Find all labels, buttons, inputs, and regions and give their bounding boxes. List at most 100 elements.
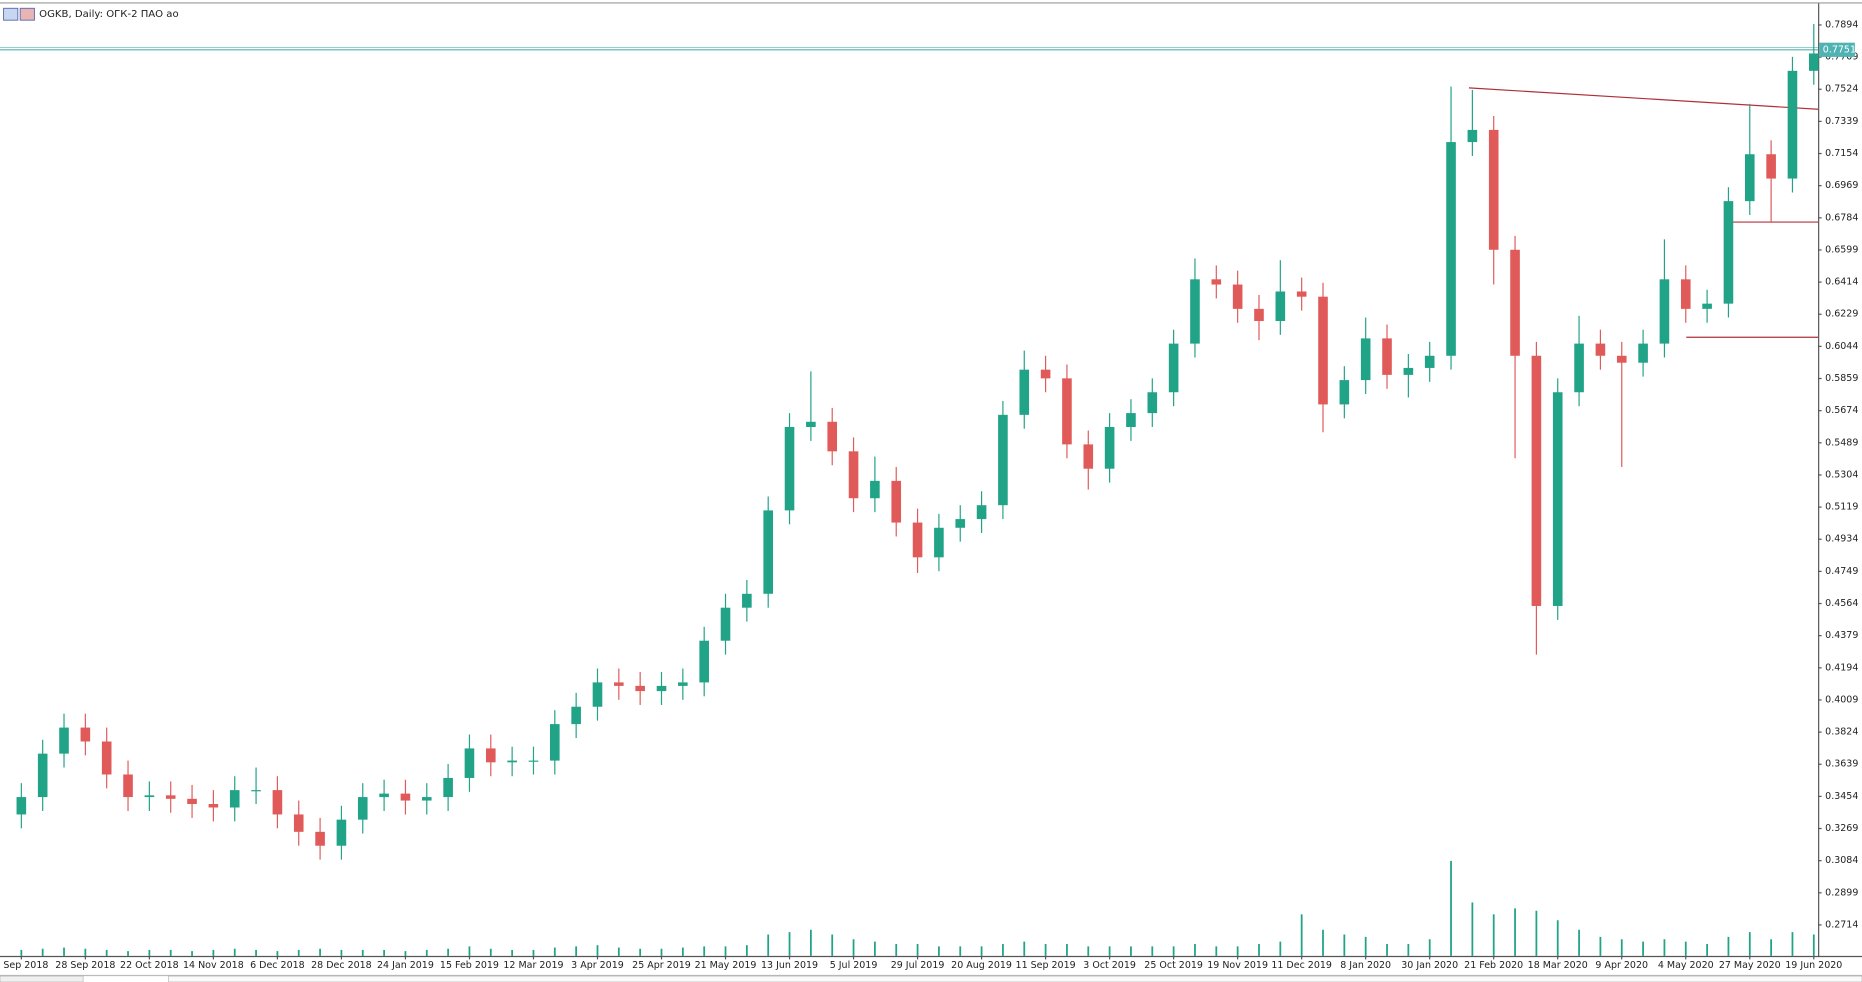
y-tick-label: 0.3824 xyxy=(1825,727,1858,738)
y-tick-label: 0.7339 xyxy=(1825,116,1858,127)
x-tick-label: 19 Jun 2020 xyxy=(1785,960,1842,971)
candle-body xyxy=(955,519,966,528)
candle-body xyxy=(16,797,27,815)
candle-body xyxy=(1296,291,1307,297)
x-tick-label: 3 Oct 2019 xyxy=(1083,960,1136,971)
candle-body xyxy=(144,795,155,798)
candle-body xyxy=(891,480,902,523)
candle-body xyxy=(1382,338,1392,375)
x-tick-label: 28 Dec 2018 xyxy=(311,960,372,971)
y-tick-label: 0.5304 xyxy=(1825,469,1858,480)
candle-body xyxy=(1147,392,1158,414)
candle-body xyxy=(1126,413,1136,428)
y-tick-label: 0.4564 xyxy=(1825,598,1858,609)
candle-body xyxy=(1787,70,1798,179)
last-price-box xyxy=(1819,42,1855,57)
x-tick-label: 30 Jan 2020 xyxy=(1401,960,1458,971)
candle-body xyxy=(806,421,816,428)
candle-body xyxy=(272,790,283,815)
candle-body xyxy=(678,682,688,686)
candle-body xyxy=(1446,142,1456,356)
y-tick-label: 0.6784 xyxy=(1825,212,1858,223)
x-tick-label: 6 Dec 2018 xyxy=(250,960,305,971)
candle-body xyxy=(1275,291,1286,322)
candle-body xyxy=(848,451,859,499)
y-tick-label: 0.2899 xyxy=(1825,887,1858,898)
icon[interactable] xyxy=(19,7,35,21)
candle-body xyxy=(251,790,261,792)
x-tick-label: 6 Sep 2018 xyxy=(0,960,48,971)
x-tick-label: 21 May 2019 xyxy=(695,960,757,971)
candle-body xyxy=(357,797,368,820)
candle-body xyxy=(1104,427,1115,469)
candle-body xyxy=(550,724,560,761)
chart-title: OGKB, Daily: ОГК-2 ПАО ао xyxy=(39,9,178,20)
candle-body xyxy=(1062,378,1072,445)
candle-body xyxy=(187,798,197,805)
x-tick-label: 11 Dec 2019 xyxy=(1271,960,1332,971)
icon[interactable] xyxy=(3,7,19,21)
candle-body xyxy=(1424,355,1435,368)
y-tick-label: 0.6969 xyxy=(1825,180,1858,191)
y-tick-label: 0.4379 xyxy=(1825,630,1858,641)
x-tick-label: 24 Jan 2019 xyxy=(377,960,434,971)
x-tick-label: 3 Apr 2019 xyxy=(571,960,624,971)
candle-body xyxy=(1702,303,1712,309)
candle-body xyxy=(229,790,240,808)
candle-body xyxy=(1808,53,1819,71)
x-tick-label: 29 Jul 2019 xyxy=(891,960,945,971)
candle-body xyxy=(59,727,69,754)
candle-body xyxy=(912,522,923,558)
candle-body xyxy=(1659,279,1670,344)
candle-body xyxy=(1766,154,1776,179)
x-tick-label: 9 Apr 2020 xyxy=(1595,960,1648,971)
x-tick-label: 21 Feb 2020 xyxy=(1464,960,1523,971)
candle-body xyxy=(315,831,325,846)
candle-body xyxy=(1360,338,1371,381)
scrollbar[interactable] xyxy=(168,975,1862,982)
candle-body xyxy=(1616,355,1627,363)
candle-body xyxy=(614,682,624,686)
y-tick-label: 0.7524 xyxy=(1825,84,1858,95)
y-tick-label: 0.4749 xyxy=(1825,566,1858,577)
y-tick-label: 0.6229 xyxy=(1825,309,1858,320)
candle-body xyxy=(827,421,838,452)
candle-body xyxy=(699,640,709,683)
candle-body xyxy=(1467,129,1478,143)
x-tick-label: 25 Oct 2019 xyxy=(1144,960,1203,971)
candle-body xyxy=(998,414,1008,506)
candle-body xyxy=(1190,279,1200,344)
y-tick-label: 0.5859 xyxy=(1825,373,1858,384)
candle-body xyxy=(1574,343,1584,393)
y-tick-label: 0.7154 xyxy=(1825,148,1858,159)
x-tick-label: 27 May 2020 xyxy=(1719,960,1781,971)
x-tick-label: 5 Jul 2019 xyxy=(830,960,878,971)
y-tick-label: 0.4194 xyxy=(1825,662,1858,673)
candle-body xyxy=(1019,369,1030,415)
y-tick-label: 0.2714 xyxy=(1825,919,1858,930)
y-tick-label: 0.3454 xyxy=(1825,791,1858,802)
x-tick-label: 28 Sep 2018 xyxy=(55,960,115,971)
x-tick-label: 14 Nov 2018 xyxy=(183,960,244,971)
candle-body xyxy=(1510,249,1520,356)
candle-body xyxy=(101,741,112,775)
last-price-label: 0.7751 xyxy=(1823,44,1856,55)
drawn-lines xyxy=(1468,87,1819,338)
trend-line xyxy=(1468,87,1819,110)
toolbar-icons xyxy=(3,7,35,21)
candle-body xyxy=(592,682,603,707)
candle-body xyxy=(1232,284,1243,309)
tab[interactable] xyxy=(0,975,84,982)
x-tick-label: 18 Mar 2020 xyxy=(1528,960,1588,971)
candle-body xyxy=(400,793,411,801)
y-tick-label: 0.4009 xyxy=(1825,694,1858,705)
candle-body xyxy=(976,505,987,520)
candle-body xyxy=(1040,369,1051,379)
candle-body xyxy=(784,427,795,511)
candle-body xyxy=(379,793,389,798)
y-tick-label: 0.3269 xyxy=(1825,823,1858,834)
candle-body xyxy=(763,510,773,594)
candle-body xyxy=(635,685,645,692)
